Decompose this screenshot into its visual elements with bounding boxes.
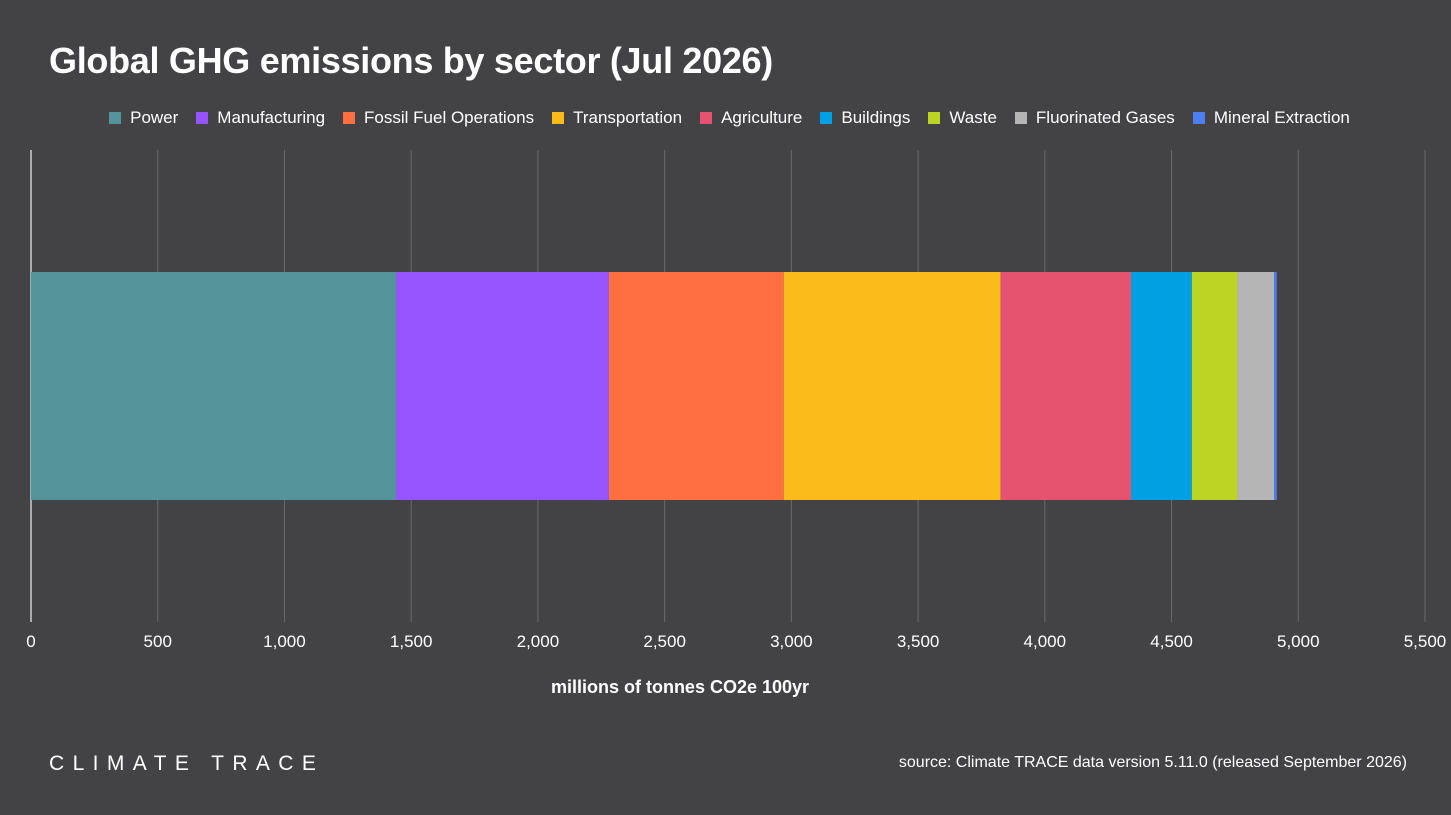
x-tick-label: 2,000 — [517, 632, 560, 651]
legend-swatch — [700, 112, 713, 124]
legend-label: Waste — [949, 108, 997, 127]
legend-swatch — [1014, 112, 1027, 124]
x-tick-label: 5,000 — [1277, 632, 1320, 651]
legend-item-power[interactable]: Power — [109, 106, 178, 130]
x-tick-label: 1,500 — [390, 632, 433, 651]
x-tick-label: 2,500 — [643, 632, 686, 651]
legend-item-agriculture[interactable]: Agriculture — [700, 106, 802, 130]
legend-swatch — [109, 112, 122, 124]
legend-swatch — [928, 112, 941, 124]
x-tick-label: 1,000 — [263, 632, 306, 651]
legend-item-manufacturing[interactable]: Manufacturing — [196, 106, 325, 130]
x-tick-label: 4,500 — [1150, 632, 1193, 651]
bar-segment-fluorinated-gases[interactable] — [1237, 272, 1275, 500]
x-tick-label: 3,000 — [770, 632, 813, 651]
bar-segment-fossil-fuel-operations[interactable] — [608, 272, 784, 500]
legend-swatch — [820, 112, 833, 124]
chart-legend: Power Manufacturing Fossil Fuel Operations… — [0, 106, 1451, 130]
legend-item-fluorinated-gases[interactable]: Fluorinated Gases — [1014, 106, 1175, 130]
bar-segment-power[interactable] — [31, 272, 396, 500]
legend-label: Fossil Fuel Operations — [364, 108, 535, 127]
legend-item-mineral-extraction[interactable]: Mineral Extraction — [1192, 106, 1350, 130]
legend-swatch — [343, 112, 356, 124]
legend-item-waste[interactable]: Waste — [928, 106, 997, 130]
bar-segment-buildings[interactable] — [1130, 272, 1192, 500]
legend-label: Power — [130, 108, 179, 127]
bar-segment-mineral-extraction[interactable] — [1274, 272, 1277, 500]
legend-item-transportation[interactable]: Transportation — [552, 106, 682, 130]
legend-label: Mineral Extraction — [1213, 108, 1350, 127]
chart-title: Global GHG emissions by sector (Jul 2026… — [49, 40, 773, 81]
bar-segment-agriculture[interactable] — [1000, 272, 1131, 500]
legend-swatch — [196, 112, 209, 124]
legend-swatch — [552, 112, 565, 124]
x-tick-label: 4,000 — [1024, 632, 1067, 651]
x-tick-label: 500 — [144, 632, 172, 651]
legend-label: Fluorinated Gases — [1035, 108, 1175, 127]
legend-swatch — [1192, 112, 1205, 124]
legend-item-fossil-fuel-operations[interactable]: Fossil Fuel Operations — [343, 106, 534, 130]
bar-segment-transportation[interactable] — [783, 272, 1001, 500]
bar-segment-waste[interactable] — [1191, 272, 1238, 500]
x-tick-label: 5,500 — [1404, 632, 1447, 651]
source-note: source: Climate TRACE data version 5.11.… — [898, 754, 1407, 771]
x-axis-title: millions of tonnes CO2e 100yr — [550, 677, 810, 697]
x-tick-label: 0 — [26, 632, 35, 651]
legend-item-buildings[interactable]: Buildings — [820, 106, 910, 130]
legend-label: Transportation — [573, 108, 683, 127]
bar-segment-manufacturing[interactable] — [395, 272, 609, 500]
legend-label: Buildings — [841, 108, 911, 127]
x-tick-label: 3,500 — [897, 632, 940, 651]
legend-label: Manufacturing — [217, 108, 326, 127]
brand-logo: CLIMATE TRACE — [49, 752, 325, 775]
legend-label: Agriculture — [721, 108, 803, 127]
